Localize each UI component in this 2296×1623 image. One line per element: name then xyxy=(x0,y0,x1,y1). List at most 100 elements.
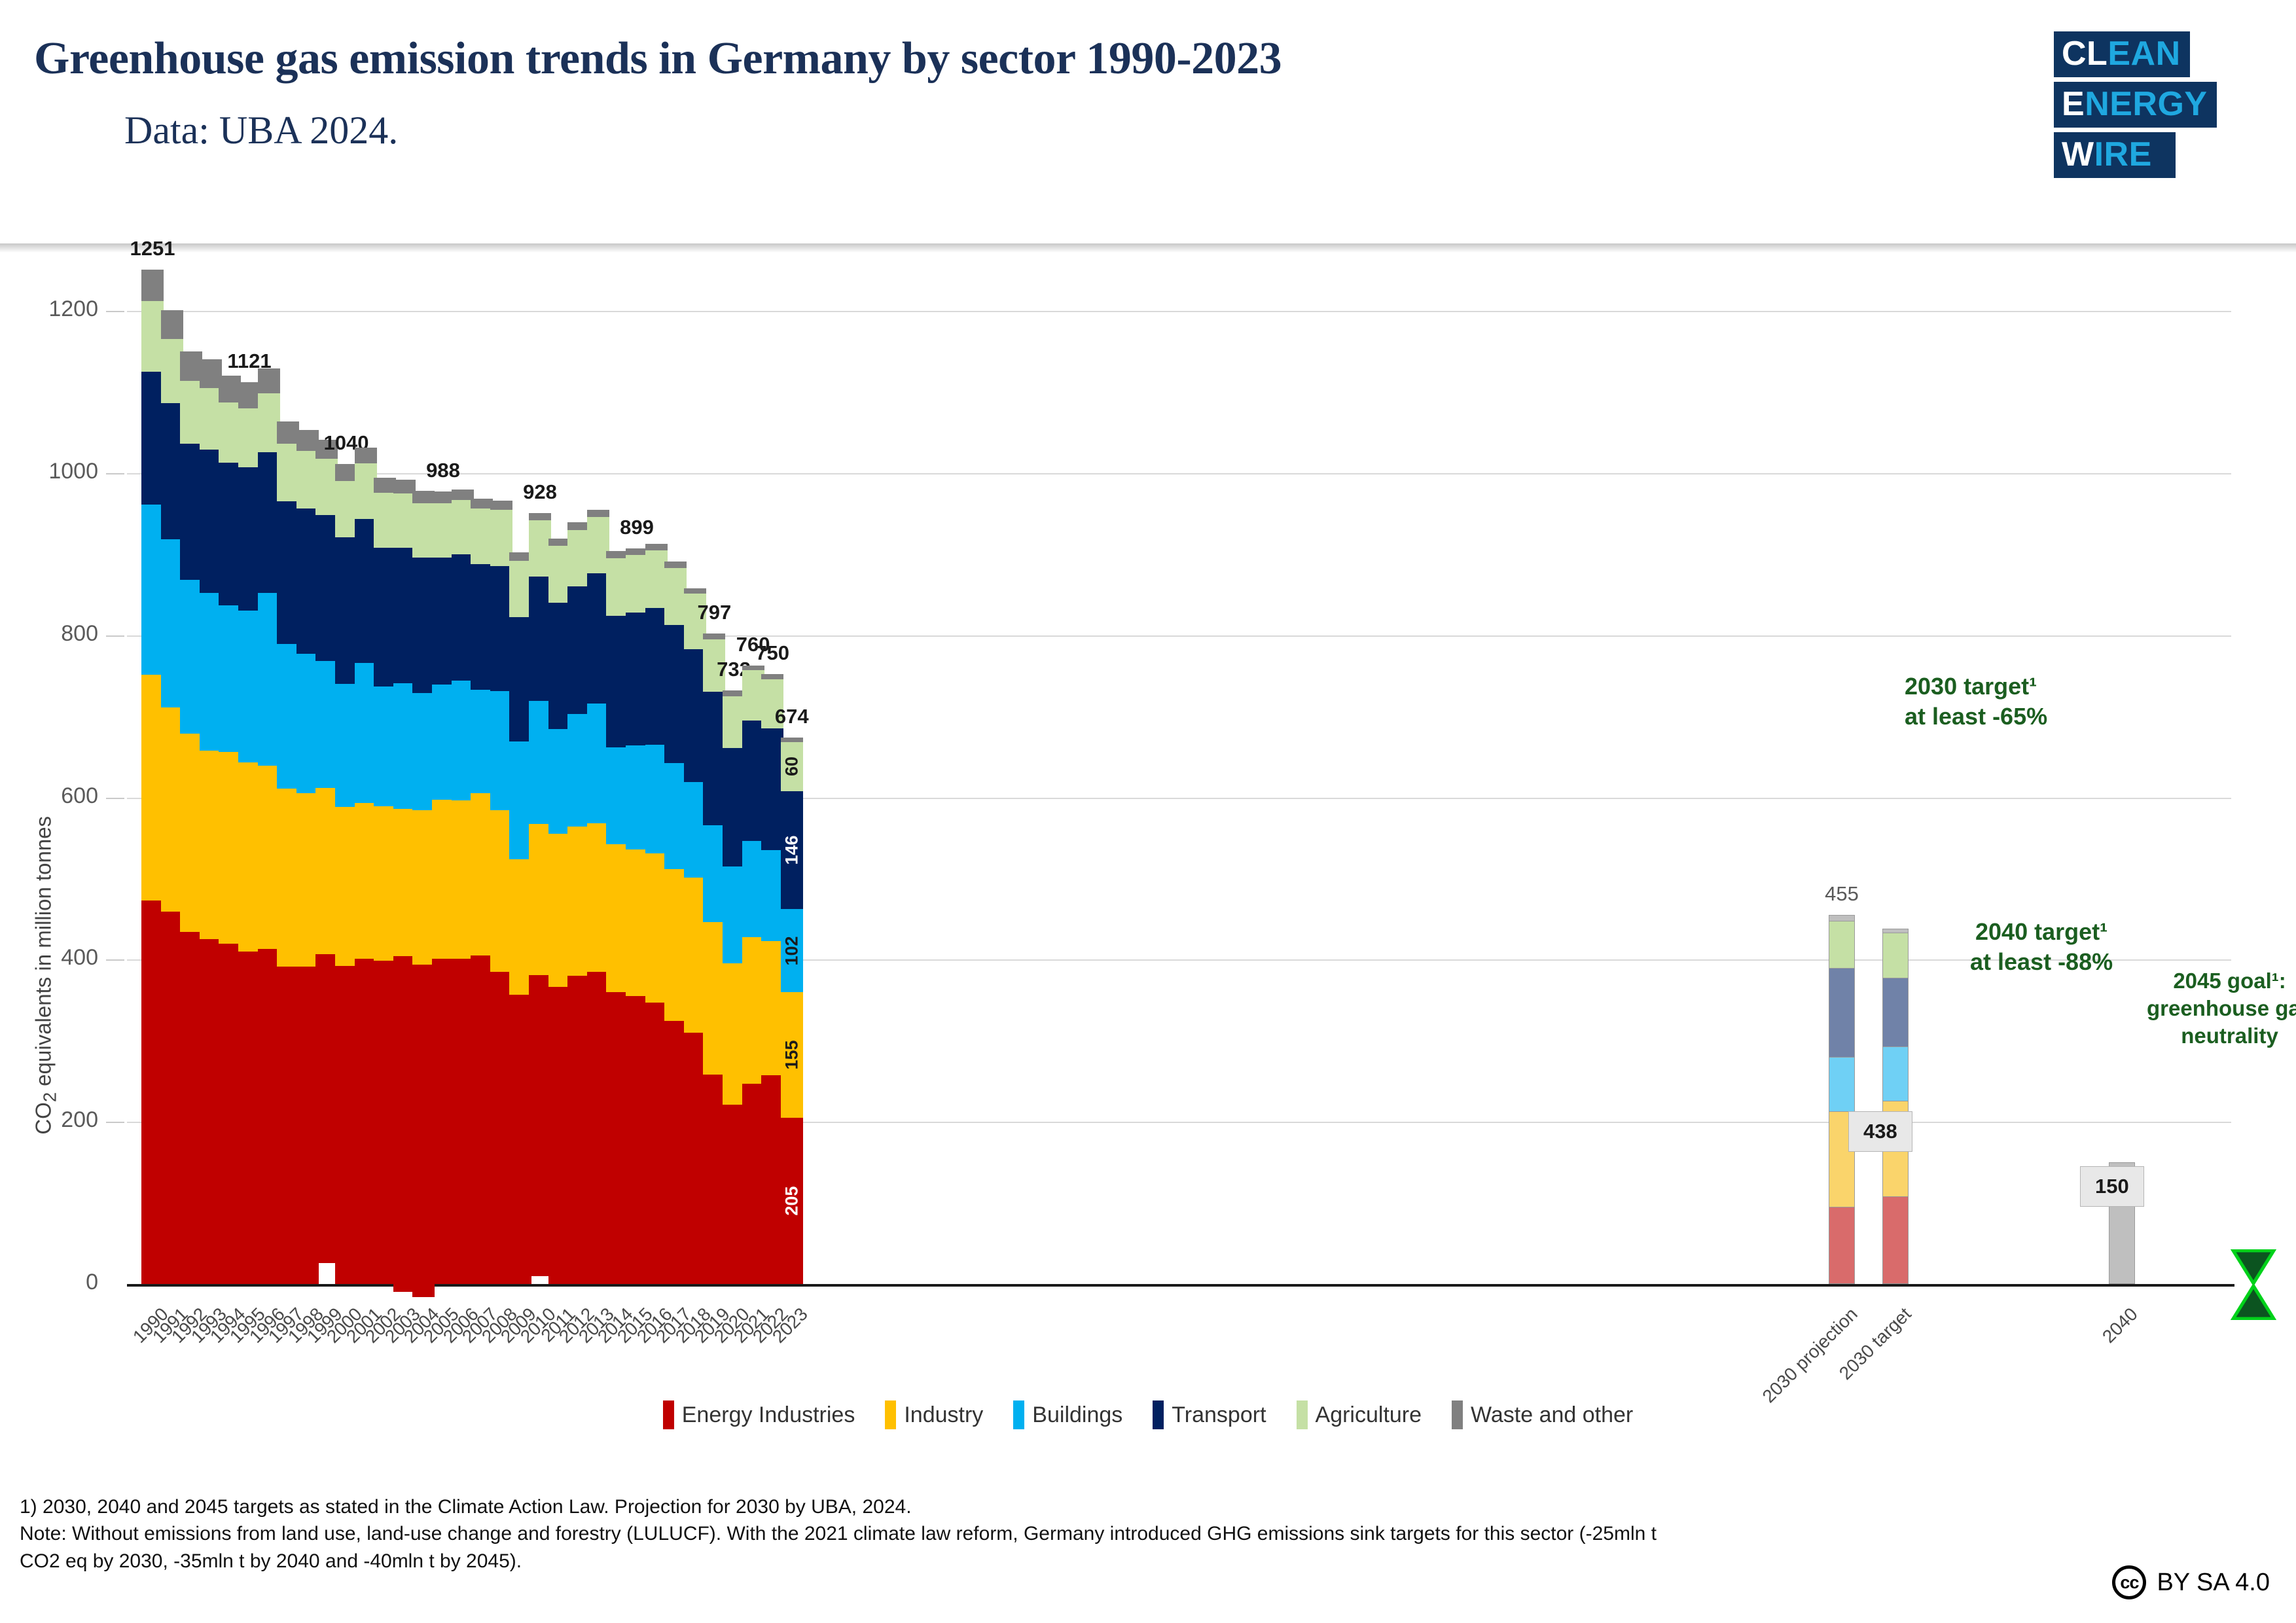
bar-2015[interactable] xyxy=(626,548,648,1284)
bar-2004[interactable] xyxy=(412,491,435,1297)
bar-2017[interactable] xyxy=(664,561,687,1284)
bar-segment-agriculture-2003 xyxy=(393,493,416,548)
bar-segment-energy-2020 xyxy=(723,1105,745,1284)
footnote-2: Note: Without emissions from land use, l… xyxy=(20,1523,1657,1545)
bar-segment-transport-2023: 146 xyxy=(780,791,803,910)
bar-segment-buildings-1998 xyxy=(296,654,319,794)
bar-segment-energy-2007 xyxy=(471,955,493,1284)
bar-2005[interactable] xyxy=(432,491,454,1284)
bar-2019[interactable] xyxy=(703,633,726,1284)
bar-segment-buildings-1991 xyxy=(160,539,183,707)
bar-segment-buildings-1994 xyxy=(219,605,242,753)
legend-label-waste: Waste and other xyxy=(1471,1402,1634,1427)
bar-segment-energy-2001 xyxy=(354,959,377,1284)
bar-segment-energy-1992 xyxy=(180,932,203,1284)
clean-energy-wire-logo: CLEAN ENERGY WIRE xyxy=(2054,31,2224,183)
bar-1997[interactable] xyxy=(277,421,300,1284)
bar-segment-industry-2002 xyxy=(374,806,397,961)
projection-segment-transport xyxy=(1829,967,1855,1057)
chart-legend: Energy Industries Industry Buildings Transp… xyxy=(0,1400,2296,1429)
page-subtitle: Data: UBA 2024. xyxy=(124,109,399,152)
bar-segment-agriculture-1991 xyxy=(160,339,183,404)
bar-segment-industry-2012 xyxy=(567,827,590,976)
bar-segment-energy-2021 xyxy=(742,1083,764,1284)
bar-2010[interactable] xyxy=(529,512,551,1284)
bar-1990[interactable] xyxy=(141,269,164,1284)
legend-item-buildings[interactable]: Buildings xyxy=(1013,1400,1122,1429)
bar-2000[interactable] xyxy=(335,464,357,1284)
bar-segment-industry-2018 xyxy=(683,878,706,1033)
bar-segment-waste-2018 xyxy=(683,588,706,594)
bar-2007[interactable] xyxy=(471,499,493,1284)
bar-segment-energy-1998 xyxy=(296,967,319,1284)
legend-item-agriculture[interactable]: Agriculture xyxy=(1296,1400,1422,1429)
gridline-1000 xyxy=(127,473,2231,474)
gridline-600 xyxy=(127,797,2231,799)
bar-segment-buildings-2019 xyxy=(703,825,726,923)
bar-1992[interactable] xyxy=(180,351,203,1284)
bar-1991[interactable] xyxy=(160,310,183,1284)
bar-segment-industry-2011 xyxy=(548,834,571,988)
bar-2001[interactable] xyxy=(354,448,377,1284)
bar-segment-agriculture-2021 xyxy=(742,669,764,721)
bar-segment-energy-1991 xyxy=(160,912,183,1284)
y-tick-mark-600 xyxy=(106,797,124,799)
legend-item-waste[interactable]: Waste and other xyxy=(1452,1400,1633,1429)
bar-2021[interactable] xyxy=(742,665,764,1284)
footnotes: 1) 2030, 2040 and 2045 targets as stated… xyxy=(20,1493,1918,1575)
y-tick-label-0: 0 xyxy=(86,1270,98,1294)
logo-line-energy: ENERGY xyxy=(2054,82,2217,128)
bar-segment-energy-2016 xyxy=(645,1002,668,1284)
bar-segment-energy-1996 xyxy=(257,949,280,1284)
logo-clean-accent: EAN xyxy=(2108,35,2181,73)
total-label-2005: 988 xyxy=(426,459,460,482)
bar-2003[interactable] xyxy=(393,479,416,1293)
bar-1996[interactable] xyxy=(257,368,280,1284)
bar-2009[interactable] xyxy=(509,552,532,1284)
bar-2011[interactable] xyxy=(548,539,571,1284)
bar-segment-energy-2022 xyxy=(761,1075,784,1284)
bar-segment-buildings-1996 xyxy=(257,593,280,766)
logo-wire-white: W xyxy=(2062,135,2094,173)
bar-segment-buildings-2020 xyxy=(723,866,745,964)
bar-1994[interactable] xyxy=(219,376,242,1284)
annotation-2030-target-line1: 2030 target¹ xyxy=(1905,673,2037,700)
bar-2012[interactable] xyxy=(567,522,590,1284)
bar-1998[interactable] xyxy=(296,430,319,1284)
bar-segment-waste-2013 xyxy=(586,509,609,517)
bar-2002[interactable] xyxy=(374,478,397,1284)
bar-segment-energy-2023: 205 xyxy=(780,1117,803,1284)
goal-2045-marker-icon xyxy=(2231,1249,2276,1320)
projection-bar-2030-projection[interactable] xyxy=(1829,915,1855,1284)
bar-2013[interactable] xyxy=(586,509,609,1284)
y-tick-mark-800 xyxy=(106,635,124,637)
bar-2006[interactable] xyxy=(451,489,474,1284)
bar-1999[interactable] xyxy=(315,440,338,1284)
bar-segment-buildings-2015 xyxy=(626,745,648,849)
bar-segment-energy-1994 xyxy=(219,943,242,1284)
legend-item-industry[interactable]: Industry xyxy=(885,1400,983,1429)
bar-2018[interactable] xyxy=(683,588,706,1284)
bar-segment-energy-2003 xyxy=(393,956,416,1293)
segment-value-label-energy: 205 xyxy=(781,1186,802,1216)
bar-segment-transport-2009 xyxy=(509,617,532,741)
y-tick-label-800: 800 xyxy=(61,620,98,646)
bar-2023[interactable]: 60 146 102 155 205 xyxy=(780,737,803,1284)
bar-segment-agriculture-1995 xyxy=(238,408,260,468)
header-divider xyxy=(0,243,2296,253)
bar-1993[interactable] xyxy=(199,359,222,1284)
legend-item-transport[interactable]: Transport xyxy=(1153,1400,1266,1429)
projection-segment-waste xyxy=(1882,929,1909,933)
bar-segment-waste-2000 xyxy=(335,464,357,482)
total-label-2000: 1040 xyxy=(323,431,369,455)
bar-2016[interactable] xyxy=(645,543,668,1284)
bar-2022[interactable] xyxy=(761,674,784,1284)
bar-2020[interactable] xyxy=(723,690,745,1284)
bar-2008[interactable] xyxy=(490,500,512,1284)
legend-item-energy[interactable]: Energy Industries xyxy=(662,1400,855,1429)
bar-segment-agriculture-2023: 60 xyxy=(780,742,803,791)
bar-1995[interactable] xyxy=(238,382,260,1284)
annotation-2045-goal-line1: 2045 goal¹: xyxy=(2173,969,2286,993)
projection-bar-2030-target[interactable] xyxy=(1882,929,1909,1284)
bar-2014[interactable] xyxy=(606,550,629,1284)
